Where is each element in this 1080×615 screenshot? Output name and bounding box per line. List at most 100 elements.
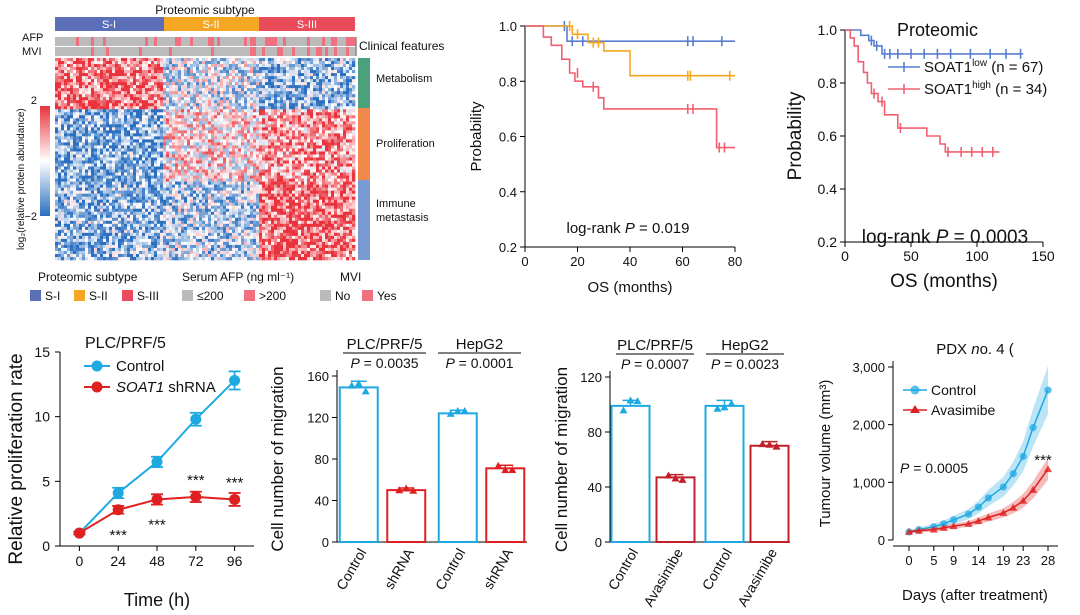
data-point — [984, 513, 993, 521]
heatmap-title: Proteomic subtype — [155, 3, 255, 17]
logrank-annotation: log-rank P = 0.019 — [566, 220, 689, 237]
y-tick-label: 1,000 — [852, 475, 885, 490]
significance-mark: *** — [226, 474, 244, 491]
data-point — [1019, 496, 1028, 504]
legend-marker — [91, 360, 103, 372]
legend-label: SOAT1low (n = 67) — [924, 58, 1043, 76]
km-subtype-chart: 0 20 40 60 80 0.2 0.4 0.6 0.8 1.0 OS (months) Proba… — [468, 19, 742, 296]
data-point — [1044, 386, 1052, 394]
y-tick-label: 80 — [588, 425, 602, 440]
replicate-point — [720, 403, 729, 411]
y-tick-label: 40 — [315, 494, 329, 509]
replicate-point — [508, 466, 517, 474]
bar — [386, 489, 427, 543]
bar — [655, 476, 696, 543]
legend-label-mvi-yes: Yes — [377, 289, 397, 303]
x-tick-label: Control — [432, 546, 468, 593]
y-tick-label: 15 — [34, 344, 50, 360]
legend-marker — [910, 385, 920, 395]
y-tick-label: 0.6 — [818, 128, 838, 144]
chart-title: PDX no. 4 ( — [936, 341, 1014, 358]
module-bar-proliferation — [358, 108, 370, 180]
x-tick-label: 60 — [675, 254, 689, 269]
migration-shrna-chart: 0 40 80 120 160 Cell number of migration Contr… — [268, 336, 527, 593]
x-tick-label: shRNA — [480, 545, 516, 592]
replicate-point — [765, 440, 774, 448]
data-point — [151, 456, 163, 468]
replicate-point — [409, 486, 418, 494]
x-tick-label: 0 — [905, 553, 912, 568]
mvi-row-label: MVI — [22, 46, 42, 58]
legend-swatch-mvi-yes — [362, 290, 373, 301]
replicate-point — [347, 381, 356, 389]
afp-row-label: AFP — [22, 32, 43, 44]
replicate-point — [626, 396, 635, 404]
y-tick-label: 5 — [42, 473, 50, 489]
data-point — [974, 516, 983, 524]
p-value: P = 0.0023 — [711, 356, 779, 372]
heatmap-matrix — [55, 58, 356, 261]
data-point — [229, 374, 241, 386]
subtype-label-s3: S-III — [297, 19, 317, 31]
group-label: HepG2 — [721, 337, 769, 354]
subtype-bar-s3 — [259, 17, 355, 31]
legend-marker — [910, 405, 920, 413]
x-tick-label: 72 — [188, 553, 204, 569]
module-label-immune: Immune metastasis — [376, 198, 429, 224]
x-tick-label: 28 — [1041, 553, 1055, 568]
x-tick-label: 50 — [903, 248, 919, 264]
p-value: P = 0.0005 — [900, 460, 968, 476]
significance-mark: *** — [187, 472, 205, 489]
y-axis-label: Probability — [785, 91, 806, 180]
significance-mark: *** — [1034, 452, 1052, 469]
x-axis-label: OS (months) — [587, 279, 672, 296]
logrank-annotation: log-rank P = 0.0003 — [862, 227, 1028, 248]
replicate-point — [501, 466, 510, 474]
group-label: PLC/PRF/5 — [347, 336, 423, 353]
legend-subtype-title: Proteomic subtype — [38, 270, 138, 284]
heatmap-panel: Proteomic subtype S-I S-II S-III AFP MVI… — [16, 3, 444, 303]
data-point — [1044, 465, 1052, 473]
replicate-point — [678, 475, 687, 483]
x-tick-label: 9 — [950, 553, 957, 568]
bar — [338, 386, 379, 543]
chart-title: Proteomic — [897, 20, 978, 40]
x-tick-label: 19 — [996, 553, 1010, 568]
bar — [485, 467, 526, 543]
p-value: P = 0.0035 — [350, 355, 418, 371]
module-bar-metabolism — [358, 58, 370, 108]
y-tick-label: 3,000 — [852, 360, 885, 375]
legend-label: Control — [116, 358, 164, 375]
legend-label: SOAT1 shRNA — [116, 379, 216, 396]
legend-label-afp-high: >200 — [259, 289, 286, 303]
legend-swatch-s2 — [74, 290, 85, 301]
x-tick-label: 48 — [149, 553, 165, 569]
colorbar — [40, 106, 50, 216]
data-point — [1019, 452, 1027, 460]
data-point — [905, 527, 913, 535]
pdx-chart: 0 1,000 2,000 3,000 0 5 9 14 19 23 28 Days (after t… — [817, 341, 1058, 604]
y-tick-label: 120 — [580, 370, 602, 385]
x-axis-label: OS (months) — [890, 271, 998, 292]
x-tick-label: 5 — [930, 553, 937, 568]
x-tick-label: 40 — [623, 254, 637, 269]
data-point — [914, 526, 923, 534]
x-axis-label: Days (after treatment) — [902, 587, 1048, 604]
y-tick-label: 0.2 — [499, 240, 517, 255]
bar — [610, 404, 651, 543]
x-tick-label: 96 — [227, 553, 243, 569]
y-tick-label: 10 — [34, 409, 50, 425]
replicate-point — [664, 471, 673, 479]
x-tick-label: 0 — [841, 248, 849, 264]
y-tick-label: 0.2 — [818, 234, 838, 250]
km-soat1-chart: 0 50 100 150 0.2 0.4 0.6 0.8 1.0 OS (months) Proba… — [785, 20, 1055, 292]
afp-track — [55, 37, 356, 46]
x-axis-label: Time (h) — [124, 590, 190, 610]
legend-label-mvi-no: No — [335, 289, 351, 303]
p-value: P = 0.0007 — [621, 356, 689, 372]
module-bar-immune — [358, 180, 370, 260]
x-tick-label: 24 — [110, 553, 126, 569]
group-label: HepG2 — [456, 336, 504, 353]
replicate-point — [671, 474, 680, 482]
data-point — [190, 491, 202, 503]
